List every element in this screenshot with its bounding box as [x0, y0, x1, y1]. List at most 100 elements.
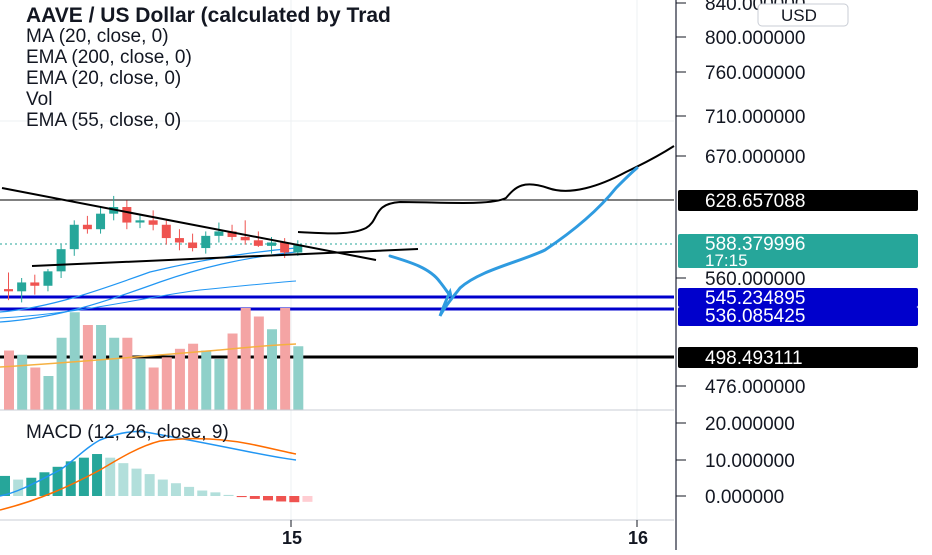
macd-histogram-bar: [157, 479, 168, 496]
macd-tick-label: 0.000000: [705, 487, 784, 508]
legend[interactable]: AAVE / US Dollar (calculated by Trad MA …: [26, 4, 391, 443]
volume-bar: [240, 308, 251, 410]
badge-label: 498.493111: [705, 348, 803, 369]
macd-histogram-bar: [184, 486, 195, 496]
macd-histogram-bar: [105, 457, 116, 496]
legend-ema-20[interactable]: EMA (20, close, 0): [26, 68, 181, 89]
level-badge-545[interactable]: 545.234895: [678, 288, 918, 309]
candle-down: [280, 242, 290, 253]
macd-histogram-bar: [13, 479, 24, 496]
volume-bar: [161, 357, 172, 410]
level-badge-628[interactable]: 628.657088: [678, 190, 918, 212]
badge-bg: [678, 307, 918, 326]
legend-ma-20[interactable]: MA (20, close, 0): [26, 26, 169, 47]
candle-up: [43, 271, 53, 286]
volume-bar: [267, 329, 277, 410]
macd-histogram-bar: [144, 474, 155, 496]
volume-bar: [122, 337, 133, 410]
candle-down: [161, 224, 171, 239]
volume-bar: [96, 325, 107, 410]
volume-bar: [227, 333, 238, 410]
level-badge-536[interactable]: 536.085425: [678, 306, 918, 327]
macd-histogram-bar: [289, 496, 300, 503]
volume-bar: [174, 348, 185, 410]
badge-bg: [678, 288, 918, 307]
macd-histogram-bar: [223, 494, 234, 496]
volume-bar: [135, 359, 146, 410]
volume-bar: [214, 359, 225, 410]
candle-down: [122, 207, 132, 223]
macd-line: [0, 430, 297, 497]
level-badge-498[interactable]: 498.493111: [678, 347, 918, 369]
volume-bar: [82, 325, 93, 410]
macd-histogram-bar: [210, 492, 221, 496]
macd-tick-label: 10.000000: [705, 451, 795, 472]
price-tick-label: 800.000000: [705, 28, 805, 49]
date-tick-label: 16: [628, 528, 648, 548]
badge-bg: [678, 347, 918, 368]
candle-down: [82, 224, 92, 230]
macd-tick-label: 20.000000: [705, 414, 795, 435]
candle-up: [293, 244, 303, 253]
price-tick-label: 670.000000: [705, 147, 805, 168]
legend-ema-55[interactable]: EMA (55, close, 0): [26, 110, 181, 131]
macd-histogram-bar: [236, 496, 247, 498]
signal-line: [0, 437, 297, 511]
current-price-value: 588.379996: [705, 234, 805, 255]
volume-bars: [4, 308, 304, 410]
date-axis[interactable]: 15 16: [282, 520, 648, 548]
volume-bar: [293, 346, 304, 410]
candle-up: [17, 282, 27, 292]
candlesticks: [4, 195, 303, 303]
currency-button-label: USD: [781, 6, 817, 25]
candle-down: [253, 240, 263, 246]
ma-line: [0, 251, 297, 323]
currency-button[interactable]: USD: [757, 3, 849, 27]
badge-bg: [678, 234, 918, 268]
volume-bar: [148, 367, 159, 410]
volume-bar: [188, 343, 199, 410]
macd-histogram-bar: [131, 468, 142, 496]
candle-down: [148, 220, 158, 225]
trendline-upper[interactable]: [1, 187, 377, 261]
volume-bar: [201, 350, 212, 410]
volume-bar: [253, 316, 264, 410]
legend-vol[interactable]: Vol: [26, 89, 52, 110]
currency-button-bg: [757, 3, 849, 27]
volume-bar: [4, 350, 14, 410]
price-tick-label: 710.000000: [705, 107, 805, 128]
projection-path-black[interactable]: [297, 145, 675, 235]
badge-label: 628.657088: [705, 191, 805, 212]
macd-histogram-bar: [263, 496, 273, 501]
trendline-lower[interactable]: [31, 248, 419, 267]
macd-histogram-bar: [52, 466, 63, 496]
candle-down: [174, 238, 184, 243]
macd-axis[interactable]: 20.000000 10.000000 0.000000: [676, 414, 795, 508]
badge-bg: [678, 190, 918, 211]
moving-averages: [0, 247, 297, 323]
current-price-badge[interactable]: 588.379996 17:15: [678, 234, 918, 270]
legend-ema-200[interactable]: EMA (200, close, 0): [26, 47, 192, 68]
macd-histogram-bar: [197, 490, 208, 496]
price-tick-label: 476.000000: [705, 377, 805, 398]
candle-countdown: 17:15: [705, 251, 748, 270]
badge-label: 536.085425: [705, 306, 805, 327]
price-tick-label: 760.000000: [705, 63, 805, 84]
candle-down: [227, 231, 237, 237]
projection-path-blue[interactable]: [388, 166, 639, 317]
macd-histogram-bar: [118, 463, 129, 496]
badge-label: 545.234895: [705, 288, 805, 309]
candle-down: [240, 236, 250, 241]
volume-bar: [280, 308, 291, 410]
ema-20-line: [0, 247, 297, 313]
candle-up: [56, 249, 66, 272]
volume-bar: [43, 376, 54, 410]
candle-up: [135, 220, 145, 223]
macd-histogram-bar: [170, 483, 181, 496]
candle-up: [267, 242, 276, 246]
legend-macd[interactable]: MACD (12, 26, close, 9): [26, 422, 229, 443]
macd-histogram-bar: [302, 496, 313, 502]
